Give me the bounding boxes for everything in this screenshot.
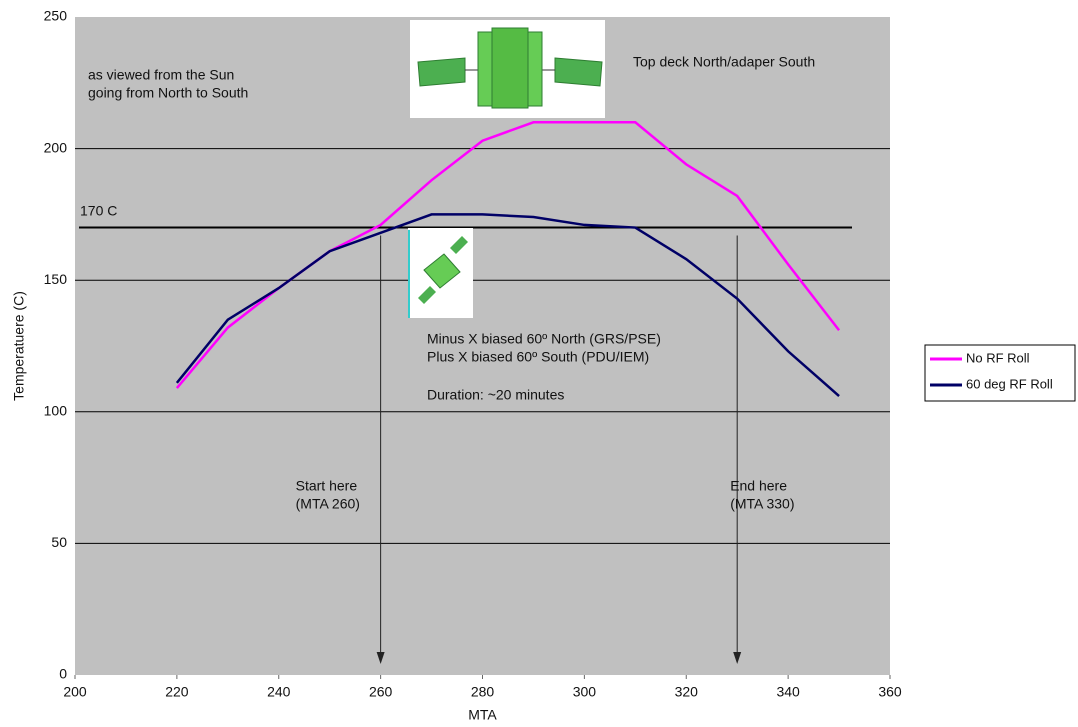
annotation: as viewed from the Sun — [88, 67, 234, 83]
series-line — [175, 213, 840, 397]
marker-label: End here — [730, 478, 787, 494]
grid — [75, 148, 890, 544]
x-tick-label: 360 — [878, 684, 902, 700]
x-tick-label: 300 — [573, 684, 597, 700]
annotation: Plus X biased 60º South (PDU/IEM) — [427, 349, 649, 365]
marks — [79, 121, 852, 664]
legend-label: No RF Roll — [966, 350, 1030, 365]
marker-arrow — [733, 652, 742, 664]
satellite-tilted-view — [408, 228, 473, 318]
annotation: Minus X biased 60º North (GRS/PSE) — [427, 331, 661, 347]
marker-arrow — [376, 652, 385, 664]
x-tick-label: 220 — [165, 684, 189, 700]
y-axis-label: Temperatuere (C) — [11, 291, 27, 401]
y-tick-label: 0 — [59, 666, 67, 682]
x-tick-label: 240 — [267, 684, 291, 700]
x-tick-label: 280 — [471, 684, 495, 700]
marker-label: (MTA 330) — [730, 496, 794, 512]
legend: No RF Roll 60 deg RF Roll — [924, 344, 1076, 402]
annotation: Duration: ~20 minutes — [427, 387, 564, 403]
y-tick-label: 100 — [44, 403, 68, 419]
marker-label: (MTA 260) — [296, 496, 360, 512]
x-tick-label: 320 — [675, 684, 699, 700]
y-tick-label: 50 — [51, 534, 67, 550]
x-tick-label: 200 — [63, 684, 87, 700]
y-tick-label: 250 — [44, 8, 68, 24]
satellite-top-view — [410, 20, 605, 118]
legend-label: 60 deg RF Roll — [966, 376, 1053, 391]
y-tick-label: 150 — [44, 271, 68, 287]
annotation: Top deck North/adaper South — [633, 54, 815, 70]
annotation: going from North to South — [88, 85, 248, 101]
threshold-label: 170 C — [80, 202, 117, 218]
x-axis-label: MTA — [468, 707, 497, 723]
x-tick-label: 260 — [369, 684, 393, 700]
x-tick-label: 340 — [776, 684, 800, 700]
y-tick-label: 200 — [44, 139, 68, 155]
legend-box — [924, 344, 1076, 402]
marker-label: Start here — [296, 478, 358, 494]
